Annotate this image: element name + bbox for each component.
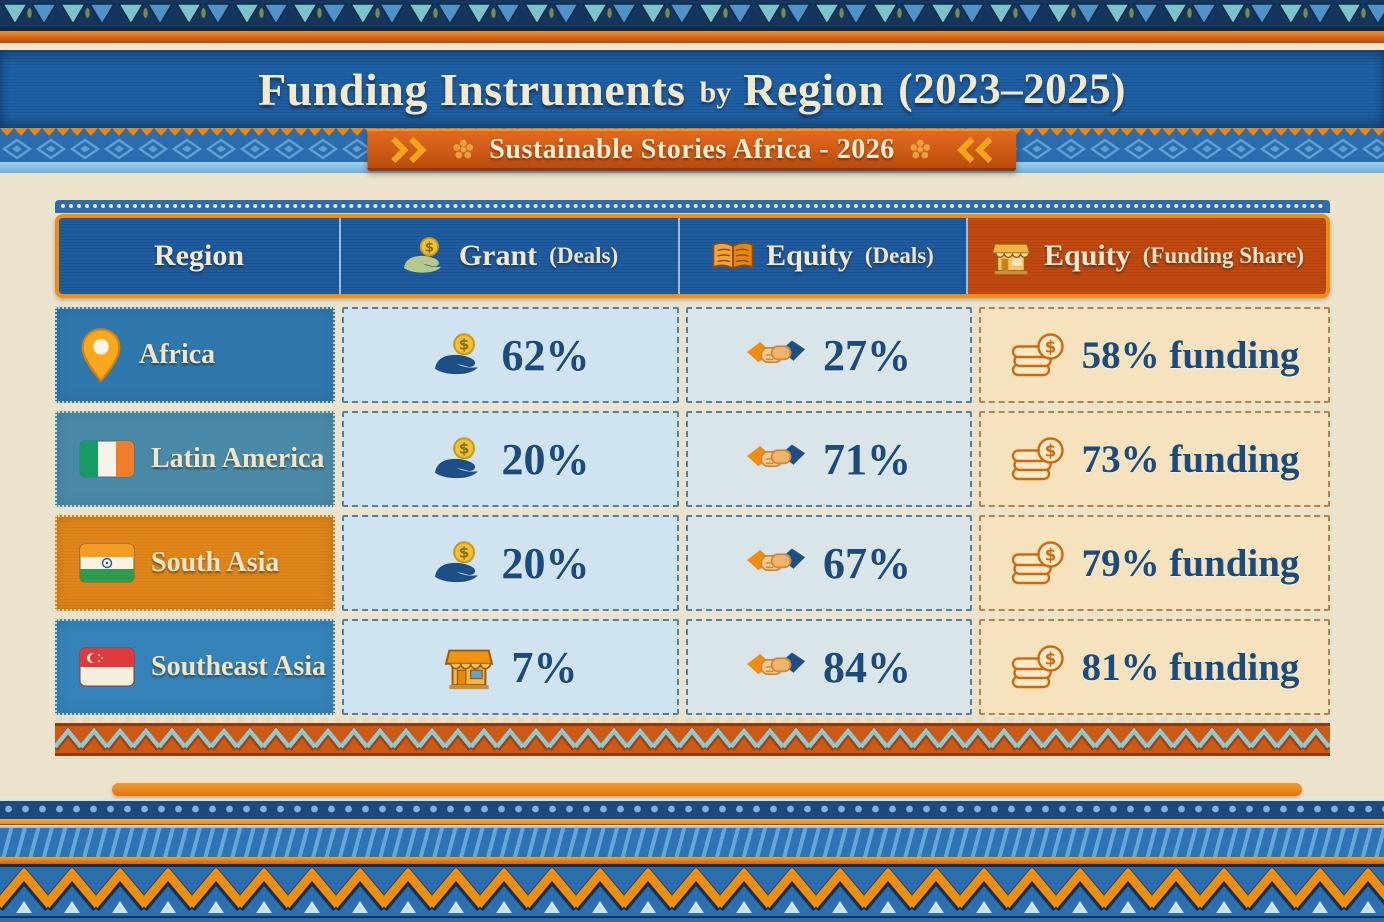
ledger-book-icon (712, 242, 754, 271)
storefront-icon (990, 242, 1032, 275)
equity-deals-value: 84% (823, 642, 911, 692)
grant-deals-cell-africa: $ 62% (342, 307, 679, 403)
storefront-icon (444, 649, 493, 690)
column-header-equity-deals: Equity (Deals) (680, 218, 968, 294)
svg-text:$: $ (1044, 441, 1055, 460)
region-name: Latin America (151, 443, 325, 475)
table-body: Africa $ 62% 27% (55, 307, 1330, 715)
singapore-flag-icon (79, 647, 135, 687)
svg-text:$: $ (1044, 649, 1055, 668)
coin-stack-icon: $ (1011, 436, 1064, 480)
region-name: Southeast Asia (151, 651, 327, 683)
equity-deals-cell-latin-america: 71% (686, 411, 972, 507)
grant-deals-value: 62% (501, 330, 590, 380)
svg-text:$: $ (1044, 545, 1055, 564)
equity-deals-cell-south-asia: 67% (686, 515, 972, 611)
svg-text:$: $ (458, 336, 469, 354)
column-header-region: Region (59, 218, 341, 294)
diagonal-stripes-band (0, 826, 1384, 857)
equity-funding-cell-latin-america: $ 73% funding (979, 411, 1330, 507)
column-header-sublabel: (Funding Share) (1142, 243, 1304, 268)
mountain-zigzag-band (0, 867, 1384, 922)
grant-deals-value: 7% (511, 642, 578, 692)
chevrons-left-icon (957, 136, 993, 163)
subtitle-banner: Sustainable Stories Africa - 2026 (367, 129, 1017, 171)
equity-deals-value: 67% (823, 538, 911, 588)
ireland-flag-icon (79, 440, 135, 478)
svg-text:$: $ (1044, 337, 1055, 356)
coin-hand-icon: $ (403, 237, 442, 273)
subtitle: Sustainable Stories Africa - 2026 (489, 133, 895, 165)
equity-funding-cell-africa: $ 58% funding (979, 307, 1330, 403)
zigzag-band (55, 723, 1330, 756)
india-flag-icon (79, 543, 135, 583)
region-name: Africa (139, 339, 216, 371)
equity-funding-value: 58% funding (1081, 333, 1300, 377)
orange-stripe (0, 819, 1384, 825)
svg-text:$: $ (458, 440, 469, 458)
coin-stack-icon: $ (1011, 540, 1064, 584)
handshake-icon (747, 444, 805, 468)
equity-deals-cell-southeast-asia: 84% (686, 619, 972, 715)
page-title: Funding Instruments (258, 63, 686, 115)
table-row-region-latin-america: Latin America (55, 411, 335, 507)
equity-funding-value: 79% funding (1081, 541, 1300, 585)
column-header-label: Region (154, 239, 244, 272)
grant-deals-cell-latin-america: $ 20% (342, 411, 679, 507)
dots-band (0, 799, 1384, 819)
top-frieze-pattern (0, 0, 1384, 28)
column-header-label: Equity (1044, 239, 1131, 272)
coin-stack-icon: $ (1011, 332, 1064, 376)
divider (0, 864, 1384, 867)
grant-deals-value: 20% (501, 538, 590, 588)
column-header-sublabel: (Deals) (864, 243, 934, 268)
equity-funding-value: 73% funding (1081, 437, 1300, 481)
page-title-years: (2023–2025) (898, 65, 1126, 113)
handshake-icon (747, 652, 805, 676)
svg-text:$: $ (458, 544, 469, 562)
equity-funding-value: 81% funding (1081, 645, 1300, 689)
page-title-connector: by (699, 76, 732, 109)
table-row-region-southeast-asia: Southeast Asia (55, 619, 335, 715)
equity-deals-cell-africa: 27% (686, 307, 972, 403)
orange-stripe (0, 31, 1384, 43)
table-row-region-africa: Africa (55, 307, 335, 403)
orange-divider-bar (112, 783, 1302, 796)
flower-ornament-icon (453, 139, 474, 158)
hand-coin-icon: $ (434, 437, 478, 479)
location-pin-icon (81, 328, 121, 383)
hand-coin-icon: $ (434, 333, 478, 375)
coin-stack-icon: $ (1011, 644, 1064, 688)
grant-deals-value: 20% (501, 434, 590, 484)
page-title-region: Region (743, 63, 885, 115)
cream-stripe (0, 43, 1384, 50)
equity-funding-cell-south-asia: $ 79% funding (979, 515, 1330, 611)
equity-deals-value: 27% (823, 330, 911, 380)
handshake-icon (747, 548, 805, 572)
chevrons-right-icon (391, 136, 427, 163)
table-header-row: Region $ Grant (Deals) Equity (Deals) (55, 214, 1330, 298)
table-bottom-trim (55, 717, 1330, 723)
grant-deals-cell-south-asia: $ 20% (342, 515, 679, 611)
flower-ornament-icon (910, 139, 931, 158)
funding-table: Region $ Grant (Deals) Equity (Deals) (55, 200, 1330, 723)
column-header-label: Equity (766, 239, 853, 272)
column-header-label: Grant (458, 239, 538, 272)
equity-deals-value: 71% (823, 434, 911, 484)
table-row-region-south-asia: South Asia (55, 515, 335, 611)
handshake-icon (747, 340, 805, 364)
table-top-trim (55, 200, 1330, 213)
grant-deals-cell-southeast-asia: 7% (342, 619, 679, 715)
orange-stripe (0, 857, 1384, 864)
region-name: South Asia (151, 547, 280, 579)
column-header-grant-deals: $ Grant (Deals) (341, 218, 680, 294)
svg-text:$: $ (425, 240, 434, 255)
column-header-sublabel: (Deals) (549, 243, 619, 268)
divider (0, 27, 1384, 31)
hand-coin-icon: $ (434, 541, 478, 583)
title-bar: Funding Instruments by Region (2023–2025… (0, 50, 1384, 128)
equity-funding-cell-southeast-asia: $ 81% funding (979, 619, 1330, 715)
column-header-equity-funding-share: Equity (Funding Share) (968, 218, 1326, 294)
